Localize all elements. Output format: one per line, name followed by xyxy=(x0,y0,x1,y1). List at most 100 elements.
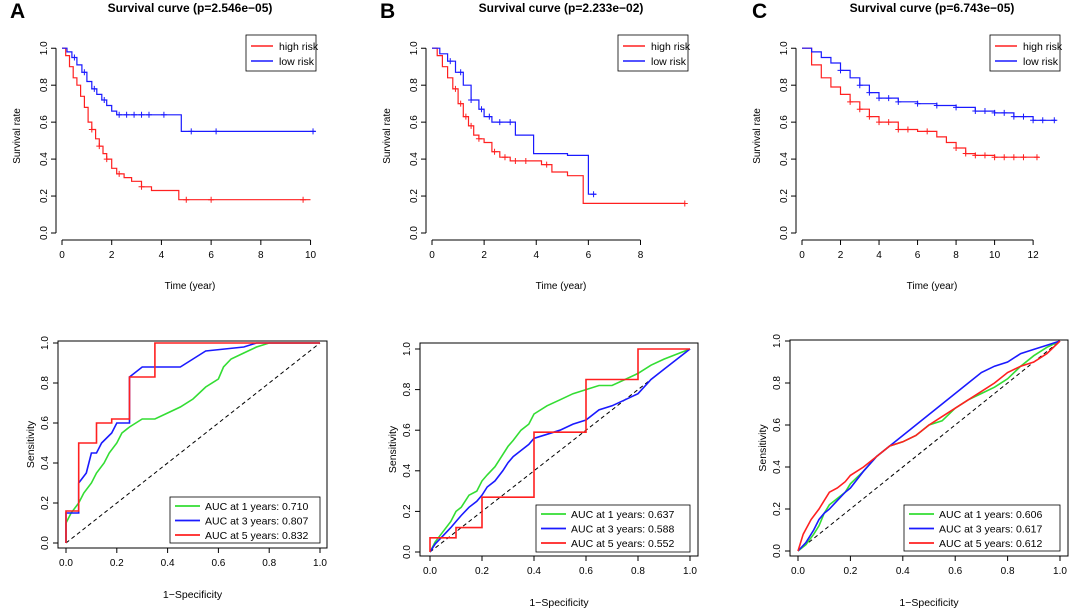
censor-mark-high-risk xyxy=(96,143,103,150)
censor-mark-low-risk xyxy=(81,69,88,76)
y-tick-label: 0.8 xyxy=(409,78,420,92)
x-axis-title: Time (year) xyxy=(907,281,958,292)
x-axis-title: Time (year) xyxy=(165,281,216,292)
x-tick-label: 6 xyxy=(586,250,592,261)
legend-box xyxy=(245,34,317,72)
censor-mark-low-risk xyxy=(837,67,844,74)
censor-mark-high-risk xyxy=(953,145,960,152)
censor-mark-low-risk xyxy=(138,111,145,118)
x-axis-title: 1−Specificity xyxy=(899,597,959,609)
plot-frame xyxy=(57,340,328,549)
legend-label: low risk xyxy=(1023,56,1059,68)
censor-mark-high-risk xyxy=(183,196,190,203)
y-axis-title: Survival rate xyxy=(382,108,393,164)
x-axis-title: 1−Specificity xyxy=(163,589,223,601)
y-tick-label: 0.0 xyxy=(409,226,420,240)
panel-label: C xyxy=(752,0,767,23)
x-tick-label: 6 xyxy=(915,250,921,261)
y-tick-label: 0.0 xyxy=(40,536,51,550)
censor-mark-low-risk xyxy=(1020,113,1027,120)
censor-mark-high-risk xyxy=(208,196,215,203)
x-tick-label: 0.6 xyxy=(948,566,962,577)
censor-mark-low-risk xyxy=(131,111,138,118)
censor-mark-low-risk xyxy=(914,100,921,107)
y-tick-label: 0.2 xyxy=(779,189,790,203)
censor-mark-high-risk xyxy=(876,119,883,126)
x-tick-label: 1.0 xyxy=(1053,566,1067,577)
y-axis-title: Sensitivity xyxy=(387,425,399,473)
legend-label: AUC at 5 years: 0.552 xyxy=(571,538,674,550)
censor-mark-low-risk xyxy=(1010,113,1017,120)
y-tick-label: 0.0 xyxy=(779,226,790,240)
y-tick-label: 0.4 xyxy=(409,152,420,166)
x-tick-label: 0.6 xyxy=(211,558,225,569)
censor-mark-high-risk xyxy=(300,196,307,203)
plot-frame xyxy=(419,342,699,557)
censor-mark-high-risk xyxy=(885,119,892,126)
y-tick-label: 0.6 xyxy=(402,423,413,437)
y-tick-label: 0.4 xyxy=(39,152,50,166)
y-axis-title: Survival rate xyxy=(12,108,23,164)
legend-box xyxy=(989,34,1061,72)
y-tick-label: 0.0 xyxy=(772,544,783,558)
x-tick-label: 4 xyxy=(159,250,165,261)
x-tick-label: 1.0 xyxy=(313,558,327,569)
y-tick-label: 0.8 xyxy=(39,78,50,92)
censor-mark-low-risk xyxy=(1030,117,1037,124)
x-tick-label: 0.6 xyxy=(579,566,593,577)
censor-mark-high-risk xyxy=(1001,154,1008,161)
x-tick-label: 1.0 xyxy=(683,566,697,577)
y-tick-label: 1.0 xyxy=(409,41,420,55)
chart-title: Survival curve (p=6.743e−05) xyxy=(850,1,1015,15)
censor-mark-low-risk xyxy=(101,96,108,103)
censor-mark-high-risk xyxy=(866,113,873,120)
roc-curve-y5 xyxy=(797,340,1061,552)
censor-mark-high-risk xyxy=(475,135,482,142)
x-tick-label: 6 xyxy=(208,250,214,261)
censor-mark-low-risk xyxy=(478,106,485,113)
x-tick-label: 0.2 xyxy=(110,558,124,569)
x-tick-label: 0.4 xyxy=(527,566,541,577)
x-tick-label: 0.4 xyxy=(161,558,175,569)
legend-box xyxy=(617,34,689,72)
y-tick-label: 0.6 xyxy=(772,418,783,432)
censor-mark-low-risk xyxy=(486,113,493,120)
censor-mark-low-risk xyxy=(468,96,475,103)
x-tick-label: 8 xyxy=(258,250,264,261)
roc-curve-y3 xyxy=(429,348,691,553)
censor-mark-high-risk xyxy=(138,183,145,190)
diagonal-reference-line xyxy=(65,342,321,544)
panel-label: A xyxy=(10,0,25,23)
censor-mark-high-risk xyxy=(457,100,464,107)
legend-label: high risk xyxy=(279,41,319,53)
censor-mark-low-risk xyxy=(933,102,940,109)
censor-mark-low-risk xyxy=(856,82,863,89)
x-tick-label: 0.8 xyxy=(1001,566,1015,577)
x-tick-label: 10 xyxy=(305,250,317,261)
censor-mark-low-risk xyxy=(457,69,464,76)
x-tick-label: 4 xyxy=(876,250,882,261)
censor-mark-high-risk xyxy=(991,154,998,161)
km-curve-high-risk xyxy=(62,47,311,201)
x-tick-label: 0.2 xyxy=(475,566,489,577)
censor-mark-low-risk xyxy=(496,119,503,126)
plot-frame xyxy=(789,339,1069,557)
x-tick-label: 0 xyxy=(799,250,805,261)
y-tick-label: 0.8 xyxy=(40,376,51,390)
censor-mark-high-risk xyxy=(468,122,475,129)
censor-mark-low-risk xyxy=(116,111,123,118)
x-tick-label: 8 xyxy=(638,250,644,261)
censor-mark-low-risk xyxy=(123,111,130,118)
legend-label: low risk xyxy=(651,56,687,68)
censor-mark-high-risk xyxy=(895,126,902,133)
censor-mark-low-risk xyxy=(991,109,998,116)
x-tick-label: 0.2 xyxy=(843,566,857,577)
censor-mark-high-risk xyxy=(904,126,911,133)
censor-mark-high-risk xyxy=(501,154,508,161)
censor-mark-low-risk xyxy=(1001,109,1008,116)
roc-curve-y5 xyxy=(429,348,690,552)
censor-mark-high-risk xyxy=(962,150,969,157)
y-tick-label: 0.6 xyxy=(40,416,51,430)
x-tick-label: 0.0 xyxy=(423,566,437,577)
